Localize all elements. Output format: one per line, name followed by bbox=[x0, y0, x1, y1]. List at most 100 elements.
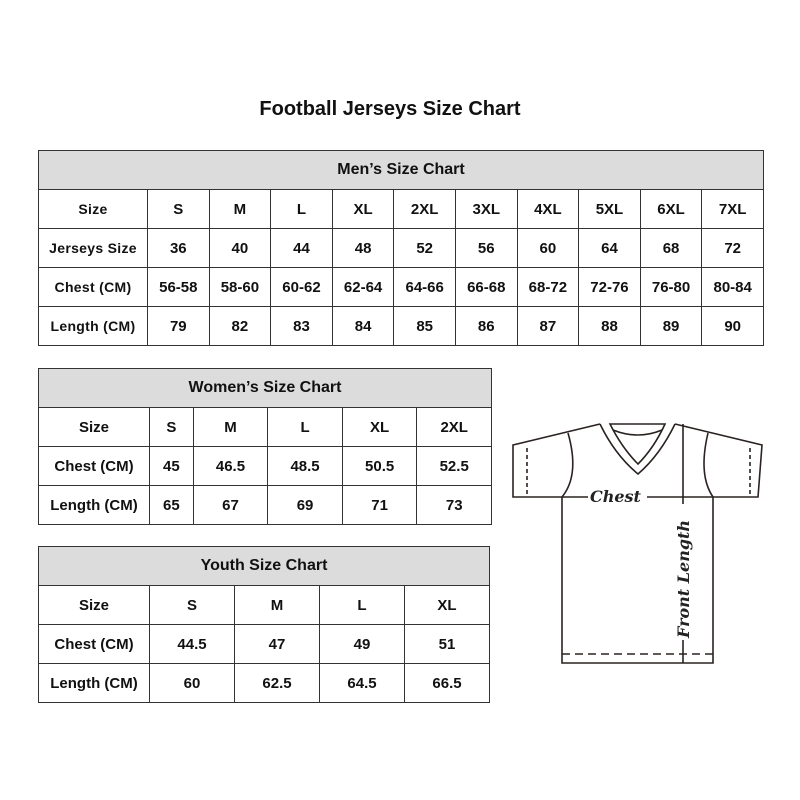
table-cell: 65 bbox=[149, 485, 194, 525]
table-row: Size S M L XL 2XL 3XL 4XL 5XL 6XL 7XL bbox=[38, 189, 764, 229]
table-cell: 89 bbox=[639, 306, 703, 346]
table-cell: 51 bbox=[404, 624, 490, 664]
row-label: Length (CM) bbox=[38, 663, 150, 703]
table-cell: 64.5 bbox=[319, 663, 405, 703]
jersey-diagram: Chest Front Length bbox=[512, 423, 763, 664]
page-title: Football Jerseys Size Chart bbox=[259, 98, 521, 120]
table-cell: 62-64 bbox=[331, 267, 395, 307]
jersey-outline bbox=[512, 423, 763, 664]
row-label: Chest (CM) bbox=[38, 624, 150, 664]
table-cell: 50.5 bbox=[341, 446, 418, 486]
table-cell: 44.5 bbox=[149, 624, 235, 664]
table-cell: 64-66 bbox=[393, 267, 456, 307]
row-label: Size bbox=[38, 585, 150, 625]
table-cell: M bbox=[234, 585, 320, 625]
table-cell: 52.5 bbox=[416, 446, 492, 486]
table-cell: 36 bbox=[147, 228, 210, 268]
table-row: Chest (CM) 45 46.5 48.5 50.5 52.5 bbox=[38, 446, 492, 486]
table-cell: 48 bbox=[331, 228, 395, 268]
table-cell: 5XL bbox=[578, 189, 641, 229]
table-cell: 58-60 bbox=[208, 267, 272, 307]
right-armhole bbox=[703, 432, 714, 498]
table-cell: 72-76 bbox=[578, 267, 641, 307]
womens-size-table: Women’s Size Chart Size S M L XL 2XL Chest (CM)… bbox=[38, 368, 492, 525]
table-cell: 40 bbox=[208, 228, 272, 268]
table-cell: 4XL bbox=[516, 189, 580, 229]
table-cell: 72 bbox=[701, 228, 764, 268]
table-cell: 52 bbox=[393, 228, 456, 268]
front-length-label: Front Length bbox=[674, 520, 693, 639]
table-cell: 85 bbox=[393, 306, 456, 346]
table-cell: 73 bbox=[416, 485, 492, 525]
table-cell: 66.5 bbox=[404, 663, 490, 703]
table-cell: 79 bbox=[147, 306, 210, 346]
row-label: Chest (CM) bbox=[38, 267, 148, 307]
table-cell: 3XL bbox=[454, 189, 518, 229]
table-cell: 46.5 bbox=[192, 446, 269, 486]
table-row: Size S M L XL 2XL bbox=[38, 407, 492, 447]
table-cell: 7XL bbox=[701, 189, 764, 229]
table-cell: 80-84 bbox=[701, 267, 764, 307]
table-cell: 64 bbox=[578, 228, 641, 268]
table-cell: L bbox=[267, 407, 343, 447]
table-cell: 66-68 bbox=[454, 267, 518, 307]
table-cell: 49 bbox=[319, 624, 405, 664]
table-row: Length (CM) 65 67 69 71 73 bbox=[38, 485, 492, 525]
table-cell: 86 bbox=[454, 306, 518, 346]
table-cell: 2XL bbox=[416, 407, 492, 447]
table-cell: 76-80 bbox=[639, 267, 703, 307]
table-cell: 60 bbox=[149, 663, 235, 703]
table-cell: S bbox=[147, 189, 210, 229]
table-cell: 44 bbox=[270, 228, 333, 268]
table-cell: 87 bbox=[516, 306, 580, 346]
table-cell: L bbox=[319, 585, 405, 625]
table-cell: 45 bbox=[149, 446, 194, 486]
table-cell: 2XL bbox=[393, 189, 456, 229]
row-label: Chest (CM) bbox=[38, 446, 150, 486]
table-cell: 56-58 bbox=[147, 267, 210, 307]
table-cell: 71 bbox=[341, 485, 418, 525]
table-cell: 48.5 bbox=[267, 446, 343, 486]
row-label: Size bbox=[38, 407, 150, 447]
youth-size-table: Youth Size Chart Size S M L XL Chest (CM) 44.5 4… bbox=[38, 546, 490, 703]
table-cell: 90 bbox=[701, 306, 764, 346]
row-label: Length (CM) bbox=[38, 306, 148, 346]
table-row: Jerseys Size 36 40 44 48 52 56 60 64 68 72 bbox=[38, 228, 764, 268]
table-cell: XL bbox=[404, 585, 490, 625]
collar-outer bbox=[599, 423, 676, 476]
table-cell: XL bbox=[331, 189, 395, 229]
table-row: Length (CM) 79 82 83 84 85 86 87 88 89 90 bbox=[38, 306, 764, 346]
mens-size-table: Men’s Size Chart Size S M L XL 2XL 3XL 4XL 5XL 6XL… bbox=[38, 150, 764, 346]
table-cell: XL bbox=[341, 407, 418, 447]
collar-inner bbox=[608, 423, 667, 466]
table-cell: M bbox=[208, 189, 272, 229]
left-armhole bbox=[561, 432, 574, 498]
row-label: Length (CM) bbox=[38, 485, 150, 525]
row-label: Size bbox=[38, 189, 148, 229]
table-cell: 60-62 bbox=[270, 267, 333, 307]
women-table-heading: Women’s Size Chart bbox=[38, 368, 492, 408]
table-cell: S bbox=[149, 585, 235, 625]
table-cell: 88 bbox=[578, 306, 641, 346]
table-cell: 68 bbox=[639, 228, 703, 268]
table-row: Length (CM) 60 62.5 64.5 66.5 bbox=[38, 663, 490, 703]
table-cell: 68-72 bbox=[516, 267, 580, 307]
table-row: Chest (CM) 56-58 58-60 60-62 62-64 64-66 66-68… bbox=[38, 267, 764, 307]
table-cell: 56 bbox=[454, 228, 518, 268]
table-cell: 82 bbox=[208, 306, 272, 346]
table-cell: 84 bbox=[331, 306, 395, 346]
table-cell: 69 bbox=[267, 485, 343, 525]
table-cell: 67 bbox=[192, 485, 269, 525]
table-cell: L bbox=[270, 189, 333, 229]
table-cell: 83 bbox=[270, 306, 333, 346]
table-cell: S bbox=[149, 407, 194, 447]
table-row: Chest (CM) 44.5 47 49 51 bbox=[38, 624, 490, 664]
men-table-heading: Men’s Size Chart bbox=[38, 150, 764, 190]
row-label: Jerseys Size bbox=[38, 228, 148, 268]
table-cell: 47 bbox=[234, 624, 320, 664]
table-cell: 62.5 bbox=[234, 663, 320, 703]
chest-label: Chest bbox=[590, 487, 642, 506]
table-cell: M bbox=[192, 407, 269, 447]
collar-band bbox=[612, 429, 663, 436]
table-row: Size S M L XL bbox=[38, 585, 490, 625]
